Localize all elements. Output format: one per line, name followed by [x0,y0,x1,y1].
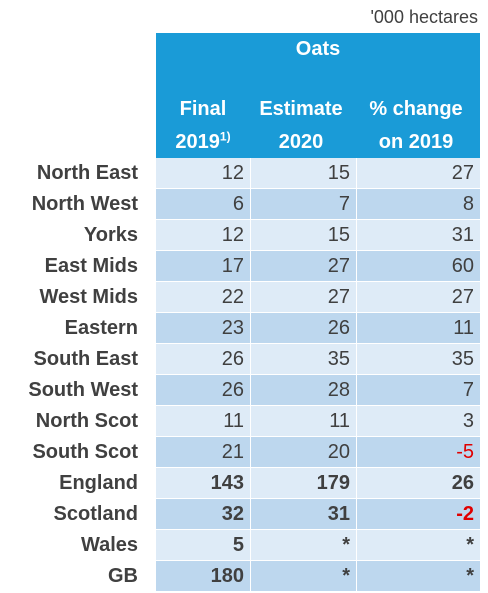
estimate-2020-value: 20 [251,437,356,467]
region-label: South Scot [32,441,138,463]
table-row: Eastern 23 26 11 [0,313,488,343]
estimate-2020-value: 26 [251,313,356,343]
pct-change-value: -2 [357,499,480,529]
table-row: North West 6 7 8 [0,189,488,219]
final-2019-value: 26 [156,375,250,405]
header-final-line1: Final [179,98,227,120]
estimate-2020-value: 28 [251,375,356,405]
estimate-2020-value: 15 [251,158,356,188]
estimate-2020-value: 27 [251,251,356,281]
region-label: GB [108,565,138,587]
table-header: Oats Final 20191) Estimate 2020 % change… [156,33,480,158]
table-row: Scotland 32 31 -2 [0,499,488,529]
final-2019-value: 26 [156,344,250,374]
pct-change-value: 35 [357,344,480,374]
table-row: GB 180 * * [0,561,488,591]
estimate-2020-value: * [251,561,356,591]
table-body: North East 12 15 27 North West 6 7 8 Yorks 12 15 31… [0,158,488,592]
table-row: West Mids 22 27 27 [0,282,488,312]
header-estimate-2020: Estimate 2020 [250,93,352,159]
estimate-2020-value: 35 [251,344,356,374]
final-2019-value: 17 [156,251,250,281]
estimate-2020-value: 15 [251,220,356,250]
table-row: England 143 179 26 [0,468,488,498]
table-row: North Scot 11 11 3 [0,406,488,436]
final-2019-value: 5 [156,530,250,560]
region-label: North Scot [35,410,138,432]
pct-change-value: 31 [357,220,480,250]
header-estimate-line1: Estimate [259,98,343,120]
estimate-2020-value: * [251,530,356,560]
header-final-2019: Final 20191) [156,93,250,159]
final-2019-value: 32 [156,499,250,529]
final-2019-value: 6 [156,189,250,219]
header-pct-change: % change on 2019 [352,93,480,159]
pct-change-value: 3 [357,406,480,436]
estimate-2020-value: 11 [251,406,356,436]
final-2019-value: 143 [156,468,250,498]
region-label: South West [28,379,138,401]
header-final-line2: 20191) [175,129,231,153]
crop-title: Oats [295,38,341,60]
pct-change-value: 7 [357,375,480,405]
estimate-2020-value: 179 [251,468,356,498]
region-label: Wales [80,534,138,556]
table-row: North East 12 15 27 [0,158,488,188]
pct-change-value: 27 [357,158,480,188]
final-2019-value: 21 [156,437,250,467]
pct-change-value: -5 [357,437,480,467]
unit-label: '000 hectares [370,7,478,27]
header-pct-line1: % change [369,98,463,120]
final-2019-value: 22 [156,282,250,312]
estimate-2020-value: 27 [251,282,356,312]
region-label: South East [33,348,138,370]
final-2019-value: 180 [156,561,250,591]
header-pct-line2: on 2019 [378,131,454,153]
pct-change-value: 8 [357,189,480,219]
final-2019-value: 11 [156,406,250,436]
pct-change-value: 26 [357,468,480,498]
region-label: West Mids [39,286,138,308]
table-row: South West 26 28 7 [0,375,488,405]
header-estimate-line2: 2020 [278,131,324,153]
region-label: Eastern [64,317,138,339]
region-label: Scotland [53,503,138,525]
region-label: North East [36,162,138,184]
final-2019-value: 12 [156,158,250,188]
pct-change-value: 60 [357,251,480,281]
pct-change-value: * [357,561,480,591]
region-label: Yorks [83,224,138,246]
table-row: South Scot 21 20 -5 [0,437,488,467]
pct-change-value: 11 [357,313,480,343]
region-label: England [59,472,138,494]
estimate-2020-value: 31 [251,499,356,529]
estimate-2020-value: 7 [251,189,356,219]
footnote-marker: 1) [219,129,231,144]
table-row: East Mids 17 27 60 [0,251,488,281]
table-row: South East 26 35 35 [0,344,488,374]
pct-change-value: * [357,530,480,560]
region-label: North West [31,193,138,215]
final-2019-value: 23 [156,313,250,343]
table-row: Yorks 12 15 31 [0,220,488,250]
pct-change-value: 27 [357,282,480,312]
region-label: East Mids [44,255,138,277]
final-2019-value: 12 [156,220,250,250]
table-row: Wales 5 * * [0,530,488,560]
